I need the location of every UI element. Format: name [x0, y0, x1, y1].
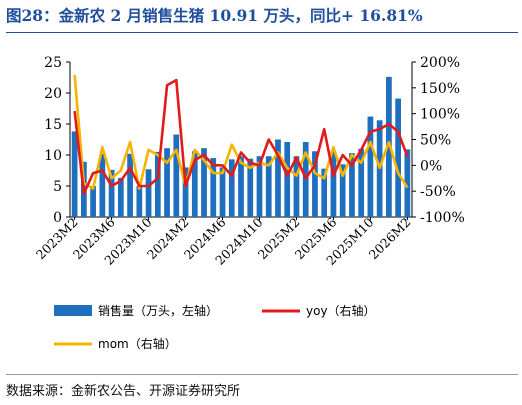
left-tick-label: 25	[44, 55, 62, 71]
yoy-line	[73, 78, 409, 196]
sales-bar	[117, 177, 124, 217]
left-tick-label: 5	[53, 179, 62, 195]
sales-bar	[275, 139, 281, 217]
sales-bar	[395, 98, 401, 217]
sales-bar	[145, 169, 152, 217]
left-tick-label: 20	[44, 86, 62, 102]
sales-bar	[312, 151, 318, 217]
right-tick-label: 150%	[420, 81, 460, 97]
right-tick-label: -50%	[420, 184, 456, 200]
right-tick-label: 200%	[420, 55, 460, 71]
sales-bar	[108, 169, 115, 217]
legend-item-yoy: yoy（右轴）	[306, 303, 376, 318]
bar-series	[71, 76, 411, 217]
sales-bar	[90, 186, 96, 217]
left-tick-label: 15	[44, 117, 62, 133]
sales-bar	[358, 148, 365, 217]
sales-bar	[228, 159, 235, 217]
chart-legend: 销售量（万头，左轴） yoy（右轴） mom（右轴）	[54, 303, 376, 351]
sales-bar	[256, 156, 263, 217]
left-tick-label: 0	[53, 210, 62, 226]
sales-bar	[182, 167, 189, 217]
sales-bar	[191, 151, 198, 217]
sales-bar	[404, 149, 411, 217]
legend-swatch-bar	[54, 305, 92, 316]
sales-bar	[219, 167, 226, 217]
legend-item-mom: mom（右轴）	[98, 336, 177, 351]
sales-bar	[367, 116, 374, 217]
sales-bar	[154, 151, 161, 217]
sales-bar	[71, 131, 78, 217]
sales-bar	[201, 148, 207, 217]
sales-bar	[136, 186, 143, 217]
sales-bar	[99, 153, 106, 217]
sales-bar	[330, 151, 337, 217]
sales-bar	[247, 158, 254, 217]
right-tick-label: 100%	[420, 107, 460, 123]
source-divider	[6, 374, 518, 375]
left-tick-label: 10	[44, 148, 62, 164]
line-series	[73, 74, 409, 196]
sales-bar	[238, 156, 244, 217]
sales-bar	[339, 164, 346, 217]
sales-bar	[210, 158, 217, 217]
mom-line	[73, 74, 409, 190]
sales-bar	[284, 141, 291, 217]
sales-bar	[293, 156, 300, 217]
title-underline	[6, 32, 518, 33]
right-tick-label: 50%	[420, 133, 451, 149]
data-source: 数据来源：金新农公告、开源证券研究所	[6, 384, 241, 399]
right-tick-label: 0%	[420, 158, 442, 174]
sales-bar	[164, 148, 170, 217]
sales-bar	[321, 168, 328, 217]
sales-bar	[173, 134, 180, 217]
sales-bar	[127, 153, 133, 217]
chart-title: 图28：金新农 2 月销售生猪 10.91 万头，同比+ 16.81%	[6, 6, 423, 25]
sales-bar	[349, 153, 355, 217]
right-tick-label: -100%	[420, 210, 465, 226]
legend-item-sales: 销售量（万头，左轴）	[98, 303, 218, 318]
sales-bar	[386, 76, 392, 217]
sales-chart: 0510152025-100%-50%0%50%100%150%200%2023…	[33, 55, 465, 351]
sales-bar	[265, 156, 272, 217]
